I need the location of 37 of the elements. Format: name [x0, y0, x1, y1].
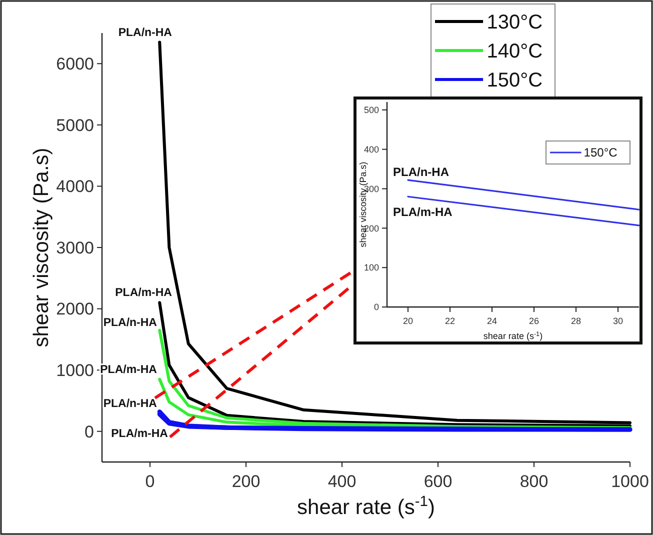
x-axis-title: shear rate (s$^{-1}$)	[483, 330, 543, 341]
x-tick-label: 28	[570, 316, 582, 326]
y-tick-label: 1000	[56, 361, 94, 380]
legend-label: 150°C	[584, 146, 618, 160]
x-tick-label: 0	[145, 472, 155, 491]
legend-label: 140°C	[486, 40, 543, 62]
x-tick-label: 22	[444, 316, 456, 326]
y-tick-label: 100	[364, 262, 379, 273]
annotation: PLA/m-HA	[393, 205, 453, 219]
y-tick-label: 5000	[56, 116, 94, 135]
annotation: PLA/n-HA	[393, 165, 450, 179]
y-tick-label: 3000	[56, 238, 94, 258]
y-tick-label: 6000	[56, 54, 94, 74]
y-tick-label: 500	[364, 105, 379, 116]
x-tick-label: 1000	[611, 472, 649, 491]
x-tick-label: 800	[520, 472, 548, 491]
x-tick-label: 24	[486, 316, 498, 326]
annotation: PLA/n-HA	[103, 317, 157, 329]
x-tick-label: 400	[328, 472, 356, 491]
annotation: PLA/n-HA	[118, 27, 172, 39]
x-tick-label: 600	[424, 472, 452, 491]
legend-label: 130°C	[486, 12, 543, 34]
y-tick-label: 400	[364, 144, 379, 154]
annotation: PLA/m-HA	[111, 428, 168, 440]
annotation: PLA/n-HA	[103, 398, 157, 410]
x-tick-label: 26	[528, 316, 540, 326]
x-axis-title: shear rate (s$^{-1}$)	[297, 494, 435, 519]
x-tick-label: 200	[232, 472, 260, 491]
y-tick-label: 2000	[56, 300, 94, 319]
y-axis-title: shear viscosity (Pa.s)	[30, 148, 53, 348]
y-tick-label: 4000	[56, 177, 94, 196]
legend-label: 150°C	[486, 70, 543, 92]
y-tick-label: 0	[374, 302, 379, 312]
y-tick-label: 0	[84, 422, 94, 442]
x-tick-label: 30	[612, 316, 624, 326]
annotation: PLA/m-HA	[115, 287, 172, 299]
x-tick-label: 20	[402, 316, 414, 326]
